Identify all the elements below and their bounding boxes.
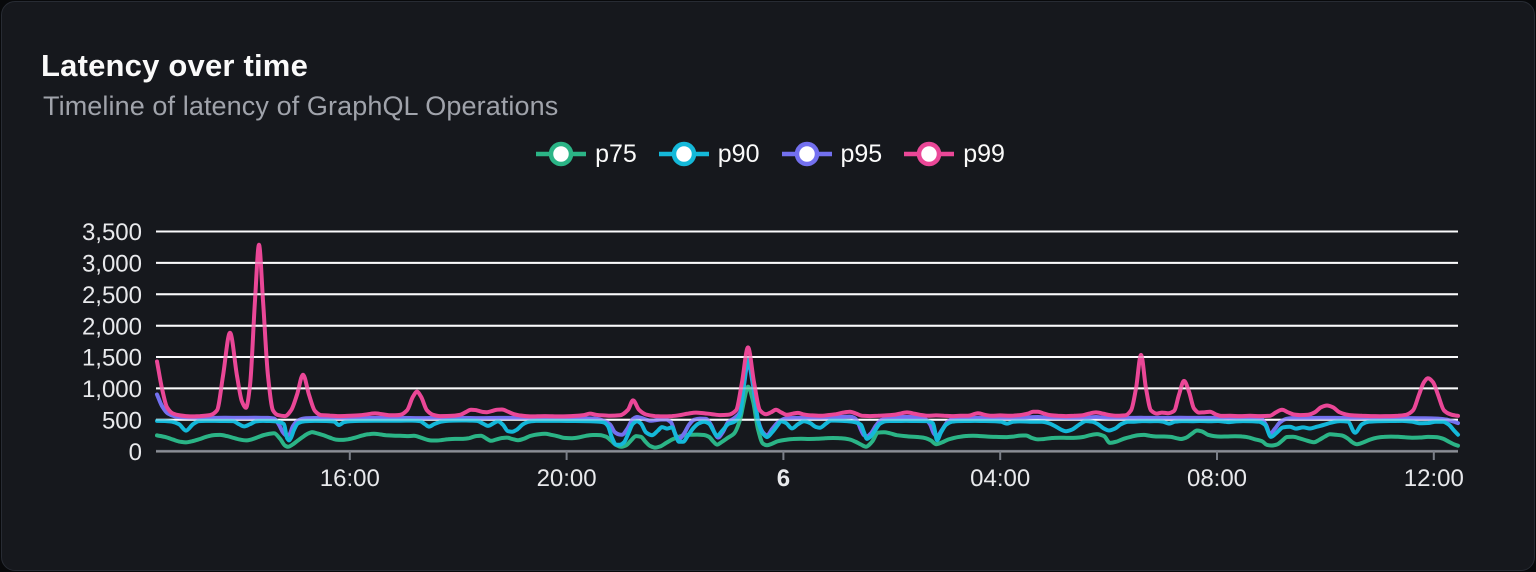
svg-text:1,500: 1,500 [82,345,142,372]
svg-text:500: 500 [102,408,142,435]
svg-text:3,000: 3,000 [82,251,142,278]
svg-text:6: 6 [777,465,790,492]
svg-text:3,500: 3,500 [82,219,142,246]
svg-text:08:00: 08:00 [1187,465,1247,492]
svg-text:0: 0 [129,439,142,466]
svg-text:20:00: 20:00 [537,465,597,492]
svg-text:2,000: 2,000 [82,313,142,340]
svg-text:1,000: 1,000 [82,376,142,403]
svg-text:04:00: 04:00 [970,465,1030,492]
svg-text:2,500: 2,500 [82,282,142,309]
svg-text:16:00: 16:00 [320,465,380,492]
svg-text:12:00: 12:00 [1404,465,1464,492]
